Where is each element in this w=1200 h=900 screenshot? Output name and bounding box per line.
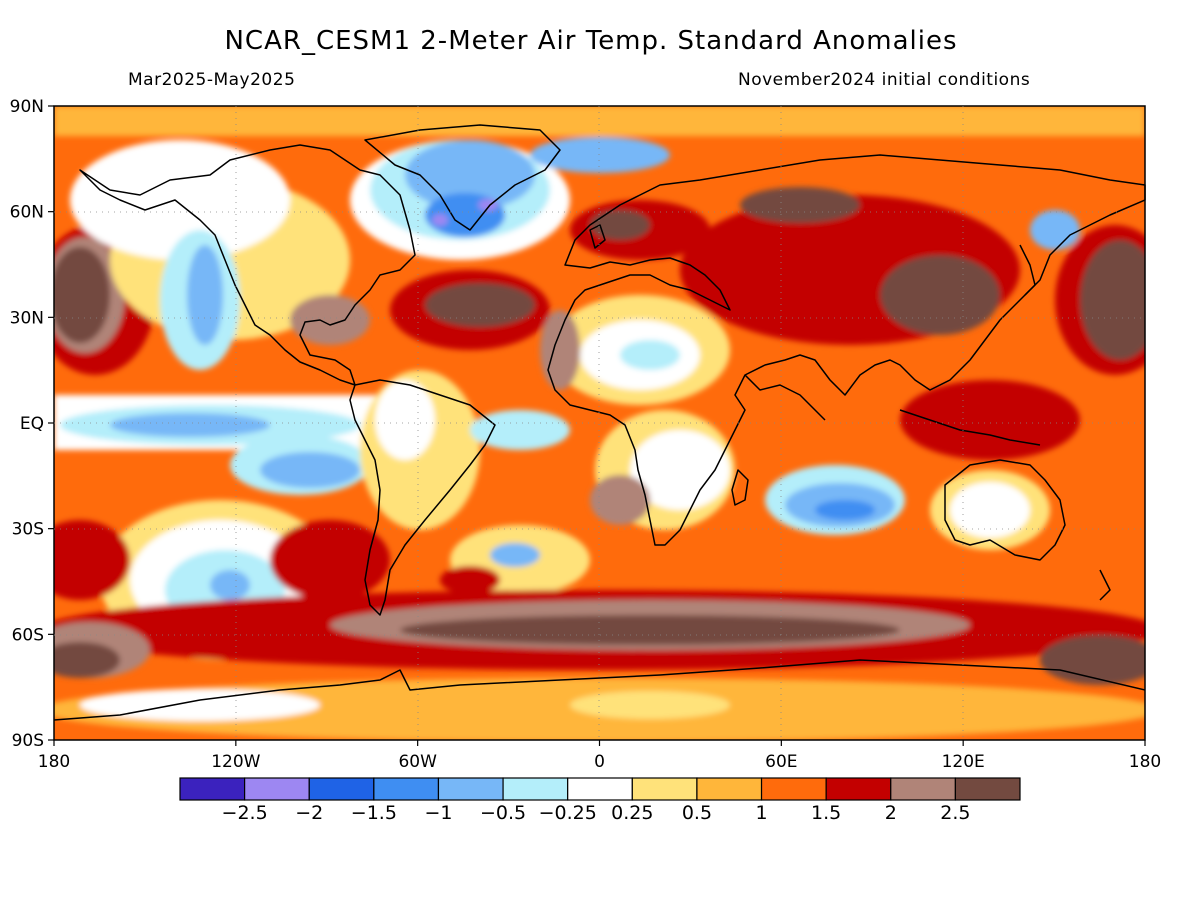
lon-label: 120W <box>211 752 260 772</box>
lat-label: 90S <box>12 731 44 751</box>
colorbar-swatch <box>437 777 504 801</box>
colorbar-label: −0.5 <box>479 802 527 824</box>
lon-label: 60E <box>765 752 797 772</box>
colorbar-swatch <box>502 777 569 801</box>
forecast-period: Mar2025-May2025 <box>128 70 296 90</box>
lat-label: 60S <box>12 625 44 645</box>
colorbar-label: 2 <box>884 802 897 824</box>
anomaly-field <box>54 106 1145 740</box>
colorbar <box>179 777 1021 801</box>
lat-label: 60N <box>10 203 44 223</box>
longitude-axis: 180 120W 60W 0 60E 120E 180 <box>38 740 1161 772</box>
colorbar-label: −1 <box>424 802 453 824</box>
colorbar-swatch <box>825 777 892 801</box>
colorbar-label: 0.25 <box>611 802 654 824</box>
colorbar-swatch <box>308 777 375 801</box>
lon-label: 180 <box>38 752 70 772</box>
map-title: NCAR_CESM1 2-Meter Air Temp. Standard An… <box>224 26 958 56</box>
colorbar-label: 0.5 <box>681 802 713 824</box>
colorbar-swatch <box>760 777 827 801</box>
grid-lines <box>54 106 1145 740</box>
lon-label: 120E <box>942 752 985 772</box>
colorbar-swatch <box>696 777 763 801</box>
lat-label: 90N <box>10 97 44 117</box>
coastlines <box>53 124 1146 721</box>
colorbar-label: −0.25 <box>538 802 597 824</box>
colorbar-label: 1.5 <box>811 802 842 824</box>
colorbar-label: 2.5 <box>940 802 971 824</box>
lon-label: 180 <box>1129 752 1161 772</box>
colorbar-label: −2 <box>295 802 324 824</box>
lat-label: EQ <box>20 414 44 434</box>
colorbar-swatch <box>567 777 633 801</box>
colorbar-swatch <box>954 777 1021 801</box>
latitude-axis: 90N 60N 30N EQ 30S 60S 90S <box>10 97 54 751</box>
lat-label: 30N <box>10 308 44 328</box>
colorbar-swatch <box>631 777 698 801</box>
colorbar-swatch <box>890 777 956 801</box>
colorbar-label: −1.5 <box>350 802 397 824</box>
colorbar-swatch <box>373 777 440 801</box>
colorbar-label: −2.5 <box>221 802 268 824</box>
colorbar-swatch <box>244 777 310 801</box>
lat-label: 30S <box>12 520 44 540</box>
initial-conditions: November2024 initial conditions <box>738 70 1031 90</box>
colorbar-label: 1 <box>755 802 768 824</box>
colorbar-swatch <box>179 777 246 801</box>
lon-label: 0 <box>594 752 605 772</box>
lon-label: 60W <box>398 752 437 772</box>
